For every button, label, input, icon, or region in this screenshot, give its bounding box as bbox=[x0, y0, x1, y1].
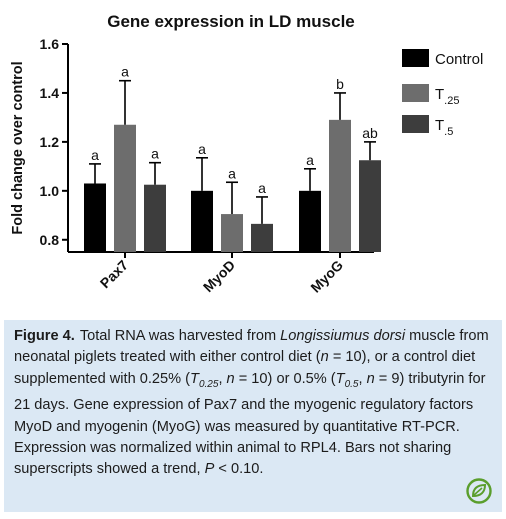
x-tick-label: Pax7 bbox=[97, 257, 132, 292]
y-tick-label: 1.6 bbox=[40, 36, 60, 52]
bar bbox=[84, 183, 106, 252]
caption-text: Figure 4. Total RNA was harvested from Lo… bbox=[14, 326, 492, 481]
legend-label-sub: .25 bbox=[444, 95, 459, 107]
caption-part: Longissiumus dorsi bbox=[280, 328, 406, 344]
caption-body: Total RNA was harvested from Longissiumu… bbox=[14, 328, 489, 477]
legend-swatch bbox=[402, 84, 429, 102]
bar bbox=[191, 190, 213, 252]
significance-label: a bbox=[258, 180, 266, 196]
caption-part: , bbox=[218, 370, 227, 387]
bar bbox=[114, 124, 136, 252]
caption-part: n bbox=[366, 370, 375, 387]
journal-leaf-logo-icon bbox=[466, 478, 492, 504]
caption-part: P bbox=[204, 461, 215, 478]
significance-label: a bbox=[121, 64, 129, 80]
legend-label-main: T bbox=[435, 86, 444, 103]
bar bbox=[144, 184, 166, 252]
bar bbox=[359, 160, 381, 252]
caption-part: n bbox=[226, 370, 235, 387]
legend-label-main: T bbox=[435, 117, 444, 134]
caption-part: = 10) or 0.5% ( bbox=[234, 370, 336, 387]
significance-label: a bbox=[198, 141, 206, 157]
caption-part: T bbox=[335, 370, 345, 387]
caption-part: < 0.10. bbox=[214, 461, 264, 478]
caption-part: n bbox=[320, 349, 329, 366]
bar bbox=[221, 214, 243, 252]
legend-label: T.5 bbox=[435, 117, 453, 138]
bar bbox=[251, 223, 273, 252]
y-tick-label: 1.4 bbox=[40, 85, 60, 101]
y-tick-label: 1.0 bbox=[40, 183, 60, 199]
bar-chart: Gene expression in LD muscle Fold change … bbox=[10, 12, 483, 296]
caption-part: 0.25 bbox=[198, 378, 219, 390]
significance-label: b bbox=[336, 76, 344, 92]
caption-part: T bbox=[190, 370, 199, 387]
chart-area: Gene expression in LD muscle Fold change … bbox=[10, 12, 483, 296]
legend-label-sub: .5 bbox=[444, 126, 453, 138]
y-axis-label: Fold change over control bbox=[10, 61, 26, 234]
significance-label: a bbox=[228, 165, 236, 181]
caption-part: muscle from neonatal piglets treated wit… bbox=[14, 328, 489, 366]
x-tick-label: MyoG bbox=[307, 257, 346, 296]
y-tick-label: 0.8 bbox=[40, 232, 60, 248]
significance-label: a bbox=[91, 147, 99, 163]
chart-title: Gene expression in LD muscle bbox=[107, 12, 355, 31]
caption-part: = 10), or a control diet supplemented wi… bbox=[14, 349, 476, 387]
bar bbox=[329, 119, 351, 252]
legend-swatch bbox=[402, 49, 429, 67]
figure-caption: Figure 4. Total RNA was harvested from Lo… bbox=[4, 320, 502, 512]
legend-swatch bbox=[402, 115, 429, 133]
bar bbox=[299, 190, 321, 252]
y-tick-label: 1.2 bbox=[40, 134, 60, 150]
significance-label: a bbox=[151, 146, 159, 162]
x-tick-label: MyoD bbox=[200, 257, 238, 295]
caption-part: Total RNA was harvested from bbox=[79, 328, 281, 344]
caption-part: , bbox=[358, 370, 367, 387]
caption-part: 0.5 bbox=[344, 378, 359, 390]
legend-label: T.25 bbox=[435, 86, 459, 107]
caption-label: Figure 4. bbox=[14, 328, 75, 344]
significance-label: ab bbox=[362, 125, 378, 141]
caption-part: = 9) tributyrin for 21 days. Gene expres… bbox=[14, 370, 486, 478]
legend-label: Control bbox=[435, 51, 483, 68]
legend-label-main: Control bbox=[435, 51, 483, 68]
significance-label: a bbox=[306, 152, 314, 168]
